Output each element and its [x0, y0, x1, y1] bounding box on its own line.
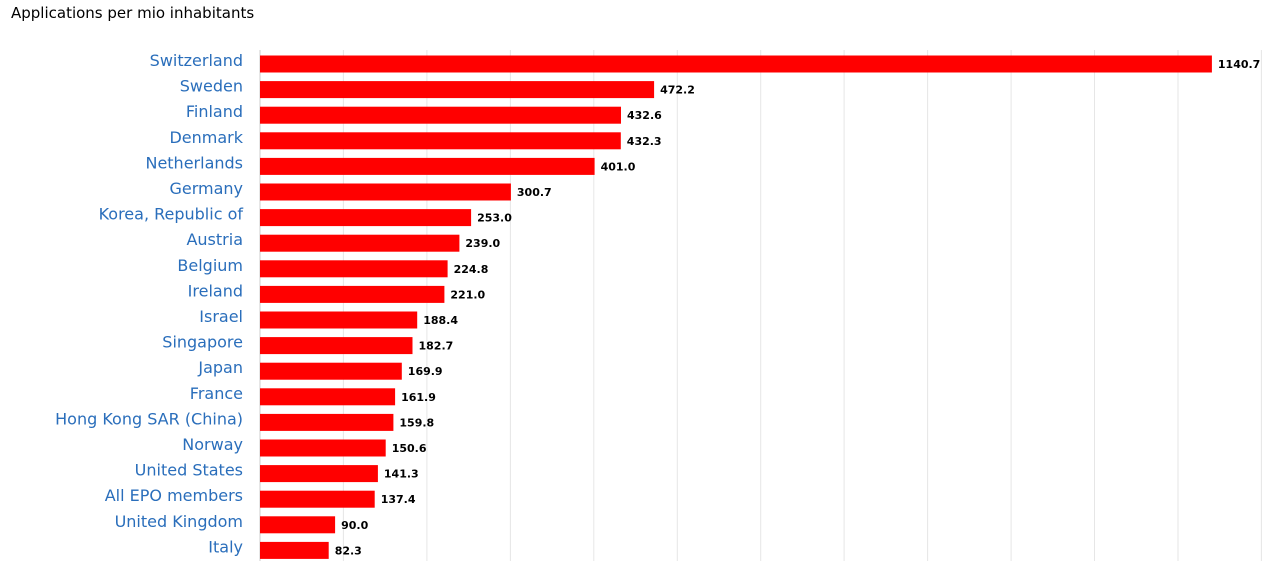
category-label[interactable]: Austria [186, 230, 243, 249]
bar[interactable] [260, 542, 329, 559]
category-label[interactable]: Korea, Republic of [99, 205, 244, 224]
category-label[interactable]: United Kingdom [115, 512, 243, 531]
bar[interactable] [260, 184, 511, 201]
bar[interactable] [260, 414, 393, 431]
bar[interactable] [260, 132, 621, 149]
category-labels: Switzerland Sweden Finland Denmark Netherlan… [55, 51, 244, 556]
bar[interactable] [260, 363, 402, 380]
value-label: 159.8 [399, 416, 434, 429]
category-label[interactable]: Italy [208, 537, 243, 556]
bar[interactable] [260, 388, 395, 405]
bars [260, 56, 1212, 559]
value-label: 141.3 [384, 468, 419, 481]
value-label: 253.0 [477, 212, 512, 225]
bar[interactable] [260, 260, 448, 277]
bar[interactable] [260, 107, 621, 124]
category-label[interactable]: Singapore [162, 333, 243, 352]
category-label[interactable]: Germany [169, 179, 243, 198]
value-label: 221.0 [450, 288, 485, 301]
bar[interactable] [260, 337, 413, 354]
category-label[interactable]: France [190, 384, 243, 403]
category-label[interactable]: Belgium [177, 256, 243, 275]
category-label[interactable]: Denmark [169, 128, 243, 147]
bar[interactable] [260, 465, 378, 482]
gridlines [260, 50, 1261, 561]
category-label[interactable]: Israel [199, 307, 243, 326]
category-label[interactable]: United States [135, 461, 243, 480]
value-label: 150.6 [392, 442, 427, 455]
value-label: 161.9 [401, 391, 436, 404]
value-label: 300.7 [517, 186, 552, 199]
category-label[interactable]: All EPO members [105, 486, 243, 505]
category-label[interactable]: Japan [197, 358, 243, 377]
value-label: 432.3 [627, 135, 662, 148]
value-label: 182.7 [419, 340, 454, 353]
bar[interactable] [260, 286, 444, 303]
bar[interactable] [260, 209, 471, 226]
bar[interactable] [260, 440, 386, 457]
value-label: 90.0 [341, 519, 368, 532]
value-label: 401.0 [601, 160, 636, 173]
category-label[interactable]: Sweden [180, 77, 243, 96]
bar[interactable] [260, 56, 1212, 73]
category-label[interactable]: Norway [182, 435, 243, 454]
category-label[interactable]: Netherlands [145, 153, 243, 172]
value-label: 224.8 [454, 263, 489, 276]
bar[interactable] [260, 312, 417, 329]
bar[interactable] [260, 158, 595, 175]
category-label[interactable]: Switzerland [150, 51, 243, 70]
value-label: 239.0 [465, 237, 500, 250]
value-label: 1140.7 [1218, 58, 1260, 71]
value-label: 82.3 [335, 544, 362, 557]
value-label: 188.4 [423, 314, 458, 327]
value-label: 472.2 [660, 84, 695, 97]
bar[interactable] [260, 516, 335, 533]
bar[interactable] [260, 81, 654, 98]
bar[interactable] [260, 491, 375, 508]
category-label[interactable]: Hong Kong SAR (China) [55, 409, 243, 428]
value-label: 169.9 [408, 365, 443, 378]
category-label[interactable]: Ireland [188, 281, 243, 300]
bar[interactable] [260, 235, 459, 252]
value-label: 137.4 [381, 493, 416, 506]
category-label[interactable]: Finland [186, 102, 243, 121]
value-label: 432.6 [627, 109, 662, 122]
